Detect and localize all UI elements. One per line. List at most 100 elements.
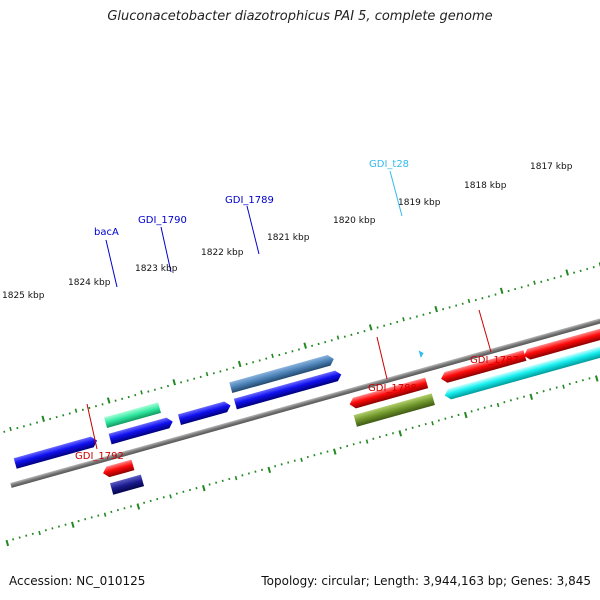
scale-tick bbox=[88, 406, 91, 410]
scale-tick bbox=[503, 401, 506, 404]
scale-tick bbox=[74, 408, 78, 413]
scale-tick bbox=[90, 516, 93, 519]
scale-tick bbox=[77, 519, 80, 523]
scale-tick bbox=[457, 413, 460, 417]
scale-tick bbox=[450, 415, 453, 418]
gene-gdi-1792 bbox=[103, 459, 145, 495]
scale-tick bbox=[175, 492, 178, 495]
scale-tick bbox=[57, 525, 61, 528]
kbp-label-1820: 1820 kbp bbox=[333, 216, 376, 226]
gene-label-gdi-1792: GDI_1792 bbox=[75, 451, 124, 462]
kbp-label-1824: 1824 kbp bbox=[68, 278, 111, 288]
scale-tick bbox=[160, 386, 163, 390]
scale-tick bbox=[303, 342, 307, 349]
scale-tick bbox=[202, 485, 206, 492]
scale-tick bbox=[284, 351, 287, 355]
scale-tick bbox=[575, 380, 578, 384]
scale-tick bbox=[411, 426, 414, 429]
scale-tick bbox=[409, 317, 412, 320]
scale-tick bbox=[487, 295, 490, 298]
scale-tick bbox=[136, 503, 141, 510]
scale-tick bbox=[44, 529, 47, 532]
scale-tick bbox=[326, 450, 329, 453]
scale-tick bbox=[398, 430, 403, 437]
scale-tick bbox=[383, 324, 386, 327]
scale-tick bbox=[559, 275, 563, 278]
leader-gdi-1788 bbox=[376, 336, 388, 380]
scale-tick bbox=[467, 298, 471, 304]
scale-tick bbox=[317, 342, 320, 346]
scale-tick bbox=[31, 532, 34, 536]
genome-summary-text: Topology: circular; Length: 3,944,163 bp… bbox=[261, 574, 591, 588]
scale-tick bbox=[149, 499, 152, 503]
scale-tick bbox=[55, 415, 58, 419]
genome-backbone bbox=[10, 262, 600, 488]
scale-tick bbox=[123, 507, 126, 510]
gene-gdi-1790 bbox=[177, 401, 231, 425]
scale-tick bbox=[336, 335, 340, 340]
scale-tick bbox=[169, 494, 172, 499]
leader-gdi-1792 bbox=[86, 403, 98, 450]
scale-tick bbox=[579, 269, 582, 273]
scale-tick bbox=[278, 353, 281, 357]
kbp-label-1823: 1823 kbp bbox=[135, 264, 178, 274]
scale-tick bbox=[546, 278, 549, 282]
scale-tick bbox=[212, 372, 215, 375]
scale-tick bbox=[297, 348, 301, 351]
scale-tick bbox=[182, 490, 185, 493]
scale-tick bbox=[555, 386, 558, 389]
leader-gdi-1789 bbox=[246, 205, 260, 255]
scale-tick bbox=[205, 371, 209, 377]
scale-tick bbox=[116, 508, 119, 512]
leader-gdi-t28 bbox=[389, 170, 403, 217]
kbp-label-1822: 1822 kbp bbox=[201, 248, 244, 258]
scale-tick bbox=[228, 477, 231, 481]
scale-tick bbox=[35, 421, 39, 424]
kbp-label-1818: 1818 kbp bbox=[464, 181, 507, 191]
scale-tick bbox=[274, 465, 277, 468]
scale-tick bbox=[199, 375, 202, 379]
scale-tick bbox=[448, 306, 451, 309]
scale-tick bbox=[527, 284, 530, 287]
scale-tick bbox=[166, 384, 170, 388]
scale-tick bbox=[129, 505, 133, 508]
scale-tick bbox=[339, 446, 342, 450]
gene-label-gdi-1789: GDI_1789 bbox=[225, 195, 274, 206]
scale-tick bbox=[5, 539, 10, 547]
scale-tick bbox=[153, 388, 156, 391]
scale-tick bbox=[522, 395, 526, 398]
scale-tick bbox=[455, 304, 458, 307]
scale-tick bbox=[402, 317, 405, 322]
scale-tick bbox=[509, 399, 512, 402]
scale-tick bbox=[68, 412, 71, 415]
scale-tick bbox=[598, 262, 600, 267]
scale-tick bbox=[18, 536, 21, 539]
scale-tick bbox=[434, 305, 438, 313]
scale-tick bbox=[162, 496, 165, 499]
scale-tick bbox=[376, 326, 379, 329]
scale-tick bbox=[343, 335, 346, 338]
scale-tick bbox=[346, 444, 349, 448]
scale-tick bbox=[195, 486, 198, 490]
scale-tick bbox=[549, 388, 552, 391]
scale-tick bbox=[542, 390, 545, 393]
map-title: Gluconacetobacter diazotrophicus PAI 5, … bbox=[107, 9, 493, 24]
scale-tick bbox=[110, 510, 113, 514]
scale-tick bbox=[147, 390, 150, 393]
scale-tick bbox=[363, 330, 366, 333]
tick-row-lower bbox=[5, 375, 599, 547]
gene-label-gdi-1788: GDI_1788 bbox=[368, 383, 417, 394]
scale-tick bbox=[106, 397, 111, 404]
scale-tick bbox=[431, 421, 434, 426]
scale-tick bbox=[422, 313, 425, 316]
gene-gdi-1787 bbox=[441, 320, 600, 400]
scale-tick bbox=[127, 395, 130, 399]
scale-tick bbox=[477, 408, 480, 411]
scale-tick bbox=[101, 403, 104, 406]
scale-tick bbox=[573, 271, 576, 274]
scale-tick bbox=[114, 399, 117, 402]
scale-tick bbox=[540, 280, 543, 283]
scale-tick bbox=[22, 425, 25, 428]
scale-tick bbox=[293, 459, 296, 462]
scale-tick bbox=[140, 390, 143, 395]
